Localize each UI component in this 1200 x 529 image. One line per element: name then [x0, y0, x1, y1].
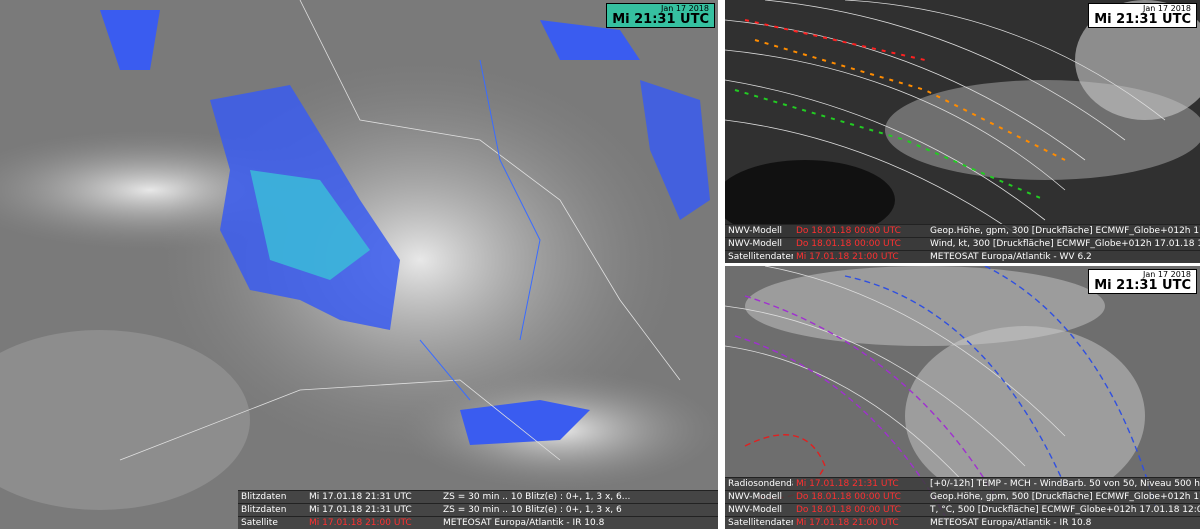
legend-time: Mi 17.01.18 21:00 UTC: [309, 518, 412, 528]
time: Mi 21:31 UTC: [612, 12, 709, 27]
time: Mi 21:31 UTC: [1094, 12, 1191, 27]
legend-row: RadiosondendatenMi 17.01.18 21:31 UTC [+0…: [725, 477, 1200, 490]
time: Mi 21:31 UTC: [1094, 278, 1191, 293]
legend-source: Satellite: [241, 518, 278, 528]
legend-time: Mi 17.01.18 21:31 UTC: [309, 505, 412, 515]
legend: Blitzdaten Mi 17.01.18 21:31 UTC ZS = 30 m…: [238, 490, 718, 529]
legend-description: METEOSAT Europa/Atlantik - IR 10.8: [443, 518, 605, 528]
legend-source: Blitzdaten: [241, 505, 287, 515]
legend-source: Blitzdaten: [241, 492, 287, 502]
legend-description: METEOSAT Europa/Atlantik - IR 10.8: [930, 518, 1092, 528]
satellite-image: [725, 266, 1156, 517]
legend: NWV-Modell Do 18.01.18 00:00 UTC Geop.Höhe…: [725, 224, 1200, 263]
legend-description: [+0/-12h] TEMP - MCH - WindBarb. 50 von …: [930, 479, 1200, 489]
legend: RadiosondendatenMi 17.01.18 21:31 UTC [+0…: [725, 477, 1200, 529]
legend-row: Satellitendaten Mi 17.01.18 21:00 UTC METE…: [725, 250, 1200, 263]
timestamp-box: Jan 17 2018 Mi 21:31 UTC: [606, 3, 715, 28]
satellite-ir-panel: Jan 17 2018 Mi 21:31 UTC Blitzdaten Mi 17…: [0, 0, 718, 529]
legend-row: NWV-Modell Do 18.01.18 00:00 UTC Geop.Höhe…: [725, 490, 1200, 503]
legend-description: Geop.Höhe, gpm, 500 [Druckfläche] ECMWF_…: [930, 492, 1200, 502]
legend-time: Mi 17.01.18 21:00 UTC: [796, 518, 899, 528]
legend-source: Radiosondendaten: [728, 479, 793, 489]
legend-description: Geop.Höhe, gpm, 300 [Druckfläche] ECMWF_…: [930, 226, 1200, 236]
legend-row: Satellitendaten Mi 17.01.18 21:00 UTC METE…: [725, 516, 1200, 529]
timestamp-box: Jan 17 2018 Mi 21:31 UTC: [1088, 269, 1197, 294]
legend-row: NWV-Modell Do 18.01.18 00:00 UTC Wind, kt,…: [725, 237, 1200, 250]
legend-time: Mi 17.01.18 21:31 UTC: [309, 492, 412, 502]
legend-time: Do 18.01.18 00:00 UTC: [796, 239, 901, 249]
legend-source: NWV-Modell: [728, 226, 783, 236]
legend-description: ZS = 30 min .. 10 Blitz(e) : 0+, 1, 3 x,…: [443, 492, 631, 502]
legend-row: NWV-Modell Do 18.01.18 00:00 UTC T, °C, 50…: [725, 503, 1200, 516]
legend-row: Satellite Mi 17.01.18 21:00 UTC METEOSAT E…: [238, 516, 718, 529]
legend-source: NWV-Modell: [728, 239, 783, 249]
legend-source: NWV-Modell: [728, 505, 783, 515]
legend-row: Blitzdaten Mi 17.01.18 21:31 UTC ZS = 30 m…: [238, 490, 718, 503]
legend-time: Do 18.01.18 00:00 UTC: [796, 492, 901, 502]
timestamp-box: Jan 17 2018 Mi 21:31 UTC: [1088, 3, 1197, 28]
wv-panel: Jan 17 2018 Mi 21:31 UTC NWV-Modell Do 18…: [725, 0, 1200, 263]
legend-description: Wind, kt, 300 [Druckfläche] ECMWF_Globe+…: [930, 239, 1200, 249]
legend-row: Blitzdaten Mi 17.01.18 21:31 UTC ZS = 30 m…: [238, 503, 718, 516]
divider: [725, 263, 1200, 266]
legend-description: METEOSAT Europa/Atlantik - WV 6.2: [930, 252, 1092, 262]
legend-time: Do 18.01.18 00:00 UTC: [796, 505, 901, 515]
satellite-image: [0, 0, 718, 510]
legend-description: ZS = 30 min .. 10 Blitz(e) : 0+, 1, 3 x,…: [443, 505, 622, 515]
legend-description: T, °C, 500 [Druckfläche] ECMWF_Globe+012…: [930, 505, 1200, 515]
date: Jan 17 2018: [661, 4, 709, 13]
legend-time: Mi 17.01.18 21:00 UTC: [796, 252, 899, 262]
date: Jan 17 2018: [1143, 4, 1191, 13]
legend-time: Do 18.01.18 00:00 UTC: [796, 226, 901, 236]
legend-source: Satellitendaten: [728, 252, 793, 262]
legend-row: NWV-Modell Do 18.01.18 00:00 UTC Geop.Höhe…: [725, 224, 1200, 237]
legend-source: Satellitendaten: [728, 518, 793, 528]
legend-source: NWV-Modell: [728, 492, 783, 502]
ir-500-panel: Jan 17 2018 Mi 21:31 UTC Radiosondendate…: [725, 266, 1200, 529]
divider: [718, 0, 725, 529]
date: Jan 17 2018: [1143, 270, 1191, 279]
satellite-image: [725, 0, 1200, 241]
legend-time: Mi 17.01.18 21:31 UTC: [796, 479, 899, 489]
